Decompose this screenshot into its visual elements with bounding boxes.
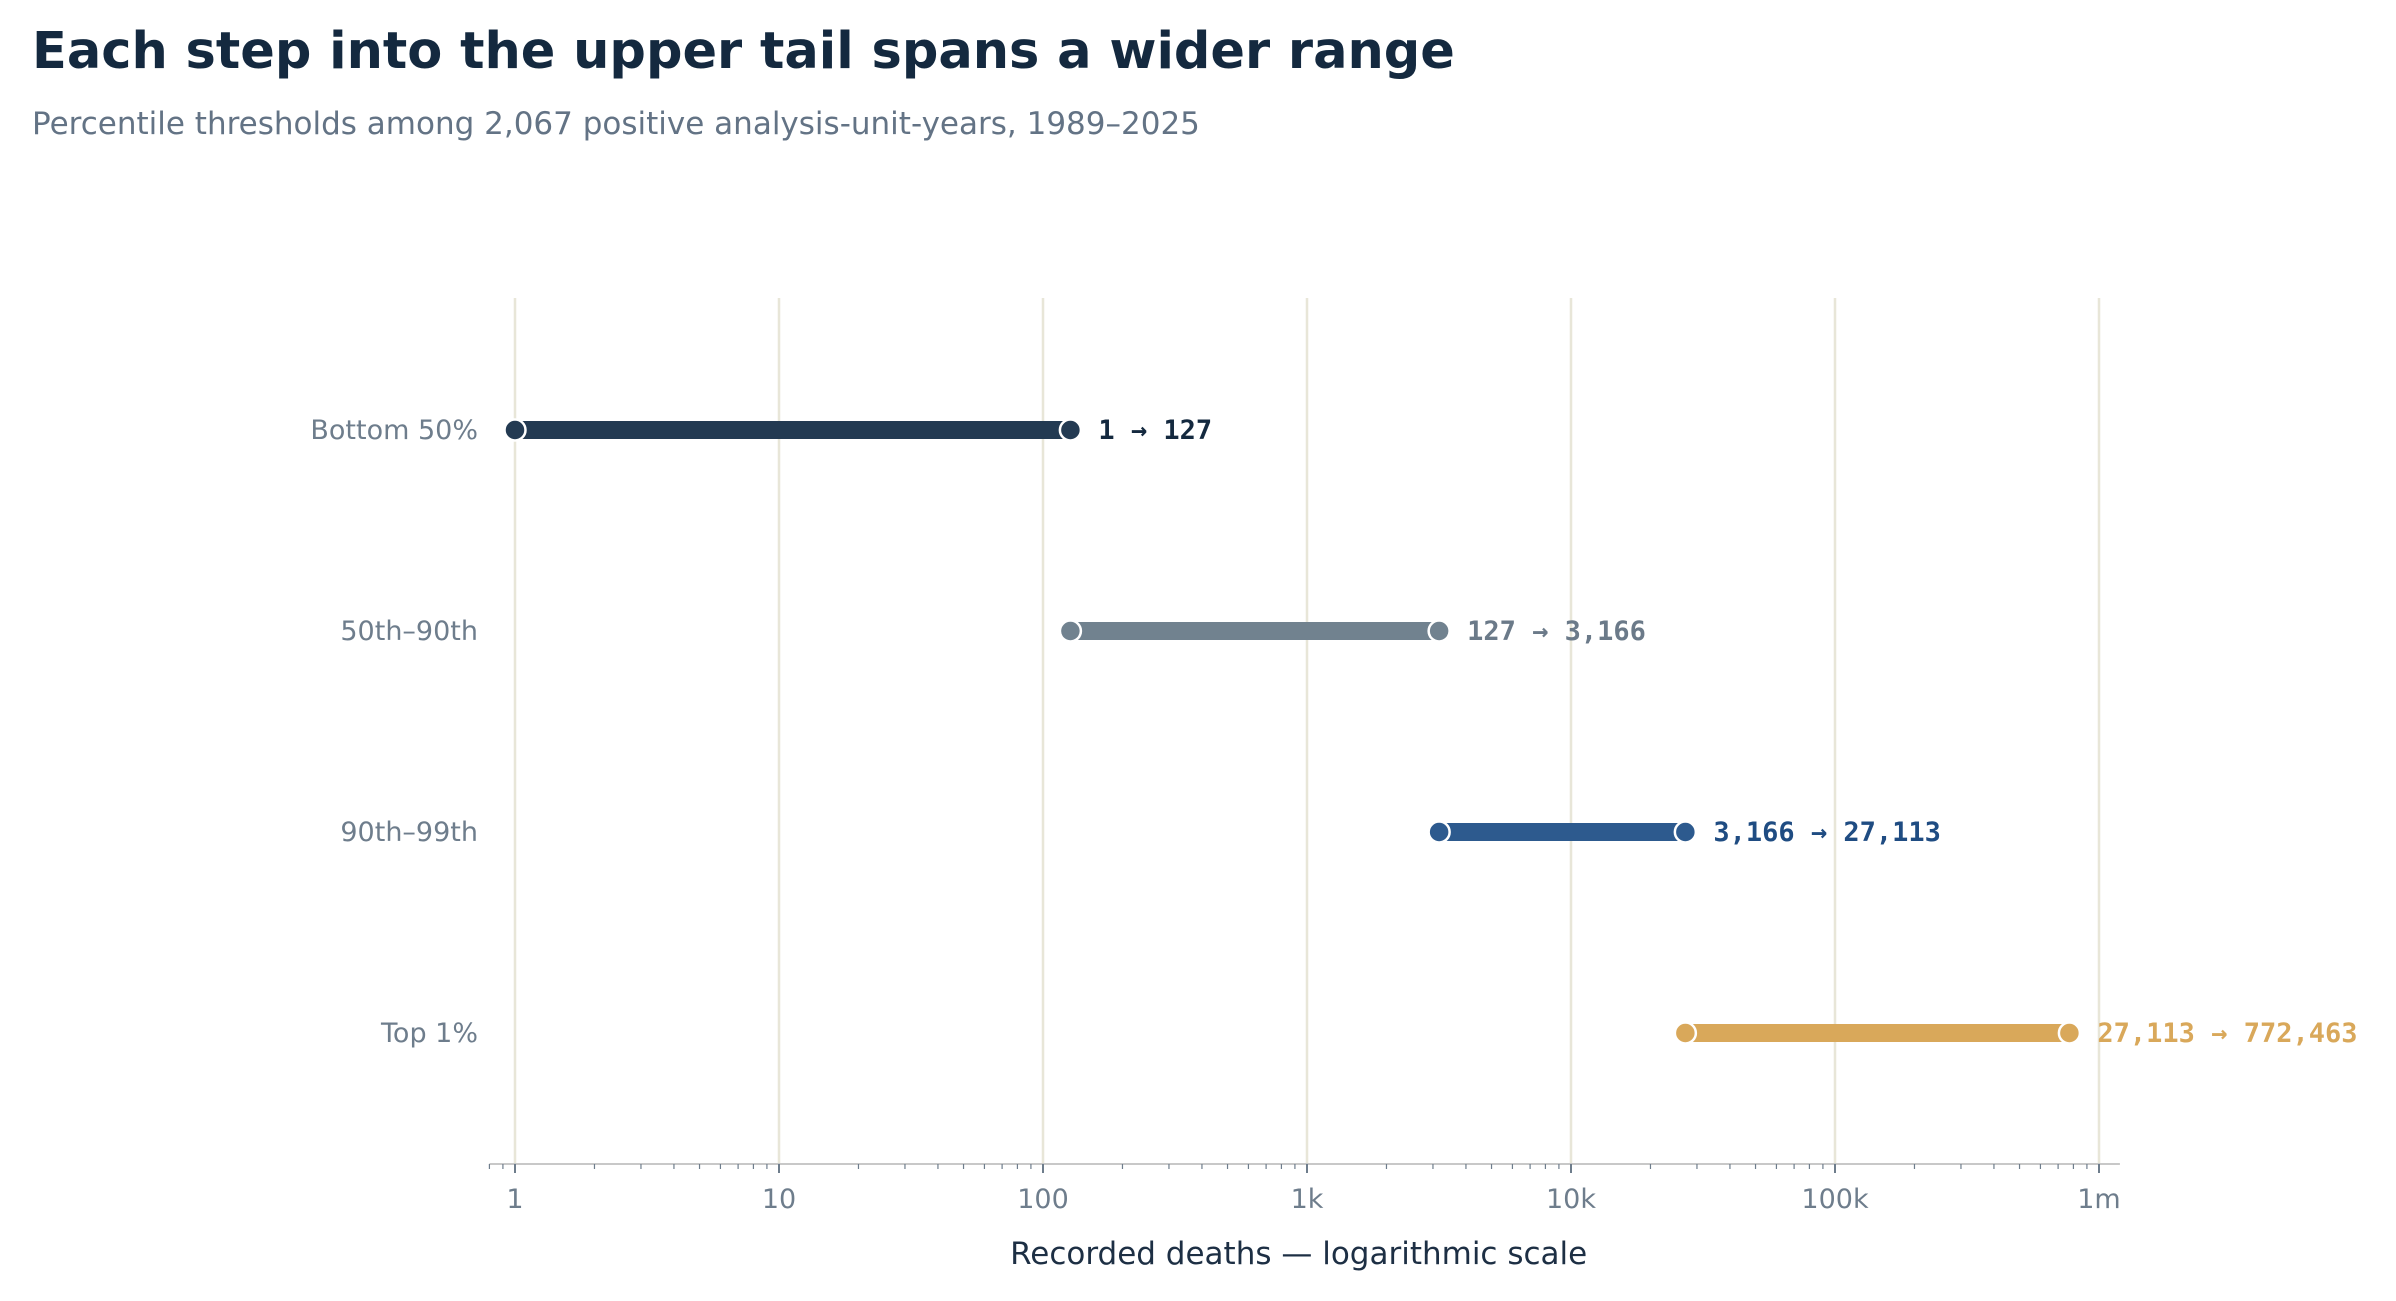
range-2: 3,166 → 27,113 — [1427, 817, 1941, 848]
range-label-1: 127 → 3,166 — [1467, 616, 1646, 647]
category-label-3: Top 1% — [380, 1018, 478, 1049]
category-labels: Bottom 50% 50th–90th 90th–99th Top 1% — [310, 415, 478, 1049]
range-start-dot-1 — [1058, 619, 1083, 643]
range-label-0: 1 → 127 — [1098, 415, 1212, 446]
chart-title: Each step into the upper tail spans a wi… — [32, 22, 1455, 81]
range-end-dot-0 — [1058, 418, 1083, 442]
major-ticks — [514, 1164, 2100, 1173]
range-start-dot-2 — [1427, 820, 1451, 844]
range-start-dot-0 — [503, 418, 527, 442]
minor-ticks — [488, 1164, 2088, 1169]
tick-label-5: 100k — [1801, 1184, 1869, 1215]
grid-layer — [513, 298, 2101, 1164]
range-0: 1 → 127 — [503, 415, 1212, 446]
category-label-0: Bottom 50% — [310, 415, 478, 446]
tick-label-0: 1 — [506, 1184, 523, 1215]
tick-label-3: 1k — [1291, 1184, 1324, 1215]
tick-label-1: 10 — [762, 1184, 796, 1215]
range-1: 127 → 3,166 — [1058, 616, 1646, 647]
tick-label-2: 100 — [1017, 1184, 1069, 1215]
range-label-2: 3,166 → 27,113 — [1713, 817, 1941, 848]
range-label-3: 27,113 → 772,463 — [2097, 1018, 2357, 1049]
tick-label-6: 1m — [2077, 1184, 2120, 1215]
range-3: 27,113 → 772,463 — [1673, 1018, 2357, 1049]
tick-labels: 1 10 100 1k 10k 100k 1m — [506, 1184, 2120, 1215]
range-start-dot-3 — [1673, 1021, 1698, 1045]
category-label-2: 90th–99th — [340, 817, 478, 848]
x-axis-title: Recorded deaths — logarithmic scale — [1010, 1236, 1587, 1272]
range-bars: 1 → 127 127 → 3,166 3,166 → 27,113 27,113 →… — [503, 415, 2357, 1049]
range-end-dot-2 — [1673, 820, 1698, 844]
tick-label-4: 10k — [1546, 1184, 1596, 1215]
chart-subtitle: Percentile thresholds among 2,067 positi… — [32, 106, 1200, 142]
range-end-dot-1 — [1427, 619, 1451, 643]
category-label-1: 50th–90th — [340, 616, 478, 647]
range-end-dot-3 — [2057, 1021, 2082, 1045]
